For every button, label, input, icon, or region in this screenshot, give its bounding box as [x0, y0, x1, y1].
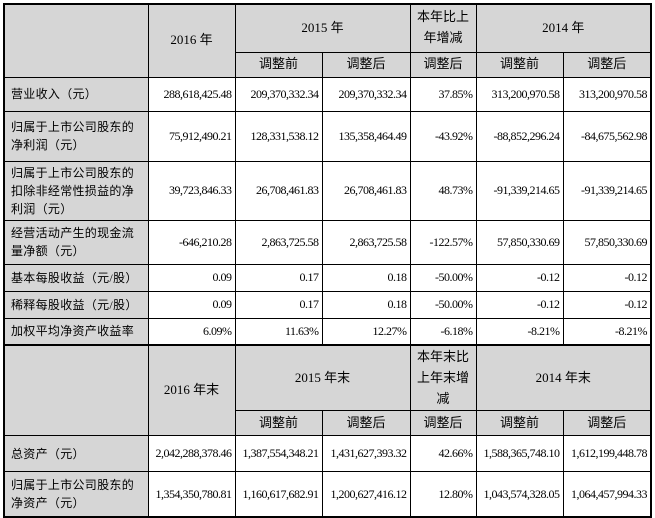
header-year-2015: 2015 年 [234, 3, 411, 53]
cell-2016: 75,912,490.21 [147, 110, 236, 162]
cell-change: -43.92% [409, 110, 477, 162]
row-label: 归属于上市公司股东的扣除非经常性损益的净利润（元） [3, 160, 149, 221]
subheader-2015-post: 调整后 [321, 51, 411, 78]
cell-2016: -646,210.28 [147, 219, 236, 265]
subheader-2014-pre: 调整前 [475, 410, 564, 437]
cell-2015-post: 12.27% [321, 317, 411, 346]
subheader-change-post: 调整后 [409, 51, 477, 78]
cell-2014-post: 313,200,970.58 [562, 76, 652, 112]
table-row: 归属于上市公司股东的净利润（元） 75,912,490.21 128,331,5… [3, 110, 652, 162]
cell-change: -6.18% [409, 317, 477, 346]
corner-cell [3, 344, 149, 437]
cell-2014-post: 1,612,199,448.78 [562, 435, 652, 473]
header-yearend-2014: 2014 年末 [475, 344, 652, 412]
table-row: 稀释每股收益（元/股） 0.09 0.17 0.18 -50.00% -0.12… [3, 290, 652, 319]
table-row: 归属于上市公司股东的净资产（元） 1,354,350,780.81 1,160,… [3, 471, 652, 518]
cell-change: 37.85% [409, 76, 477, 112]
cell-2015-post: 2,863,725.58 [321, 219, 411, 265]
row-label: 归属于上市公司股东的净利润（元） [3, 110, 149, 162]
subheader-2014-post: 调整后 [562, 51, 652, 78]
cell-2014-post: 1,064,457,994.33 [562, 471, 652, 518]
subheader-2015-pre: 调整前 [234, 410, 323, 437]
corner-cell [3, 3, 149, 78]
cell-change: -50.00% [409, 290, 477, 319]
cell-2016: 39,723,846.33 [147, 160, 236, 221]
table-row: 2016 年 2015 年 本年比上年增减 2014 年 [3, 3, 652, 78]
table-row: 2016 年末 2015 年末 本年末比上年末增减 2014 年末 [3, 344, 652, 437]
row-label: 加权平均净资产收益率 [3, 317, 149, 346]
cell-2016: 6.09% [147, 317, 236, 346]
cell-2014-post: -91,339,214.65 [562, 160, 652, 221]
table-row: 归属于上市公司股东的扣除非经常性损益的净利润（元） 39,723,846.33 … [3, 160, 652, 221]
cell-change: 12.80% [409, 471, 477, 518]
row-label: 营业收入（元） [3, 76, 149, 112]
cell-change: -50.00% [409, 263, 477, 292]
header-yearend-2016: 2016 年末 [147, 344, 236, 437]
cell-2014-post: 57,850,330.69 [562, 219, 652, 265]
cell-2016: 2,042,288,378.46 [147, 435, 236, 473]
table-row: 总资产（元） 2,042,288,378.46 1,387,554,348.21… [3, 435, 652, 473]
row-label: 归属于上市公司股东的净资产（元） [3, 471, 149, 518]
row-label: 经营活动产生的现金流量净额（元） [3, 219, 149, 265]
table-row: 营业收入（元） 288,618,425.48 209,370,332.34 20… [3, 76, 652, 112]
row-label: 稀释每股收益（元/股） [3, 290, 149, 319]
cell-2015-post: 1,431,627,393.32 [321, 435, 411, 473]
cell-2014-pre: -0.12 [475, 290, 564, 319]
header-yearend-2015: 2015 年末 [234, 344, 411, 412]
cell-2015-pre: 0.17 [234, 263, 323, 292]
cell-2014-pre: 1,043,574,328.05 [475, 471, 564, 518]
cell-change: -122.57% [409, 219, 477, 265]
financial-summary-table: 2016 年 2015 年 本年比上年增减 2014 年 调整前 调整后 调整后… [3, 3, 653, 518]
cell-change: 48.73% [409, 160, 477, 221]
cell-change: 42.66% [409, 435, 477, 473]
cell-2014-post: -0.12 [562, 290, 652, 319]
subheader-change-post: 调整后 [409, 410, 477, 437]
cell-2015-post: 0.18 [321, 290, 411, 319]
row-label: 基本每股收益（元/股） [3, 263, 149, 292]
cell-2015-pre: 1,387,554,348.21 [234, 435, 323, 473]
cell-2015-pre: 1,160,617,682.91 [234, 471, 323, 518]
cell-2016: 0.09 [147, 263, 236, 292]
subheader-2014-pre: 调整前 [475, 51, 564, 78]
cell-2015-pre: 209,370,332.34 [234, 76, 323, 112]
cell-2014-post: -8.21% [562, 317, 652, 346]
header-year-2016: 2016 年 [147, 3, 236, 78]
cell-2015-pre: 26,708,461.83 [234, 160, 323, 221]
table-row: 经营活动产生的现金流量净额（元） -646,210.28 2,863,725.5… [3, 219, 652, 265]
cell-2014-pre: -91,339,214.65 [475, 160, 564, 221]
table-row: 调整前 调整后 调整后 调整前 调整后 [4, 51, 652, 78]
table-row: 基本每股收益（元/股） 0.09 0.17 0.18 -50.00% -0.12… [3, 263, 652, 292]
cell-2014-pre: -8.21% [475, 317, 564, 346]
cell-2014-pre: -0.12 [475, 263, 564, 292]
cell-2016: 288,618,425.48 [147, 76, 236, 112]
cell-2016: 1,354,350,780.81 [147, 471, 236, 518]
cell-2015-pre: 11.63% [234, 317, 323, 346]
cell-2015-pre: 0.17 [234, 290, 323, 319]
cell-2014-post: -84,675,562.98 [562, 110, 652, 162]
table-row: 调整前 调整后 调整后 调整前 调整后 [4, 410, 652, 437]
cell-2014-pre: -88,852,296.24 [475, 110, 564, 162]
cell-2015-post: 135,358,464.49 [321, 110, 411, 162]
subheader-2015-post: 调整后 [321, 410, 411, 437]
cell-2015-post: 26,708,461.83 [321, 160, 411, 221]
cell-2014-post: -0.12 [562, 263, 652, 292]
cell-2014-pre: 57,850,330.69 [475, 219, 564, 265]
cell-2016: 0.09 [147, 290, 236, 319]
subheader-2015-pre: 调整前 [234, 51, 323, 78]
cell-2015-post: 0.18 [321, 263, 411, 292]
header-yearend-change: 本年末比上年末增减 [409, 344, 477, 412]
cell-2015-post: 209,370,332.34 [321, 76, 411, 112]
subheader-2014-post: 调整后 [562, 410, 652, 437]
cell-2015-pre: 2,863,725.58 [234, 219, 323, 265]
cell-2014-pre: 313,200,970.58 [475, 76, 564, 112]
table-row: 加权平均净资产收益率 6.09% 11.63% 12.27% -6.18% -8… [3, 317, 652, 346]
row-label: 总资产（元） [3, 435, 149, 473]
header-change: 本年比上年增减 [409, 3, 477, 53]
cell-2014-pre: 1,588,365,748.10 [475, 435, 564, 473]
cell-2015-post: 1,200,627,416.12 [321, 471, 411, 518]
header-year-2014: 2014 年 [475, 3, 652, 53]
cell-2015-pre: 128,331,538.12 [234, 110, 323, 162]
